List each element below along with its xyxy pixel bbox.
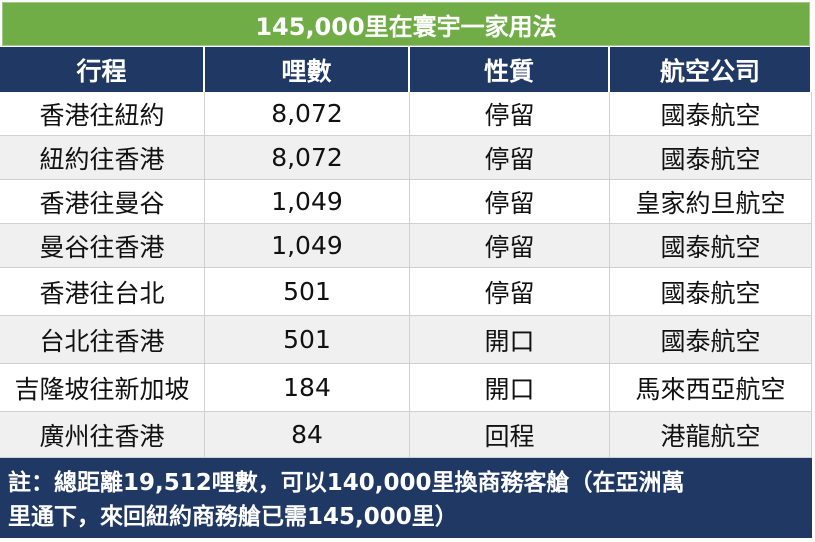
table-cell: 國泰航空 bbox=[610, 92, 812, 136]
table-cell: 曼谷往香港 bbox=[0, 224, 205, 268]
table-cell: 吉隆坡往新加坡 bbox=[0, 364, 205, 412]
table-cell: 國泰航空 bbox=[610, 136, 812, 180]
table-cell: 紐約往香港 bbox=[0, 136, 205, 180]
table-cell: 回程 bbox=[410, 412, 610, 458]
header-cell: 性質 bbox=[410, 47, 610, 92]
table-cell: 501 bbox=[205, 268, 410, 316]
footnote-line: 里通下，來回紐約商務艙已需145,000里） bbox=[8, 504, 458, 530]
table-cell: 港龍航空 bbox=[610, 412, 812, 458]
table-cell: 1,049 bbox=[205, 180, 410, 224]
table-cell: 開口 bbox=[410, 364, 610, 412]
table-cell: 開口 bbox=[410, 316, 610, 364]
table-cell: 台北往香港 bbox=[0, 316, 205, 364]
table-cell: 停留 bbox=[410, 180, 610, 224]
table-cell: 501 bbox=[205, 316, 410, 364]
table-cell: 香港往紐約 bbox=[0, 92, 205, 136]
table-cell: 香港往台北 bbox=[0, 268, 205, 316]
footnote-line: 註：總距離19,512哩數，可以140,000里換商務客艙（在亞洲萬 bbox=[8, 470, 685, 496]
header-cell: 航空公司 bbox=[610, 47, 812, 92]
table-title: 145,000里在寰宇一家用法 bbox=[2, 2, 810, 46]
table-cell: 停留 bbox=[410, 268, 610, 316]
table-cell: 馬來西亞航空 bbox=[610, 364, 812, 412]
table-cell: 國泰航空 bbox=[610, 268, 812, 316]
table-cell: 8,072 bbox=[205, 92, 410, 136]
table-cell: 停留 bbox=[410, 92, 610, 136]
table-cell: 8,072 bbox=[205, 136, 410, 180]
table-cell: 廣州往香港 bbox=[0, 412, 205, 458]
table-cell: 皇家約旦航空 bbox=[610, 180, 812, 224]
footnote: 註：總距離19,512哩數，可以140,000里換商務客艙（在亞洲萬 里通下，來回… bbox=[0, 458, 812, 538]
table-cell: 國泰航空 bbox=[610, 316, 812, 364]
table-cell: 停留 bbox=[410, 224, 610, 268]
table-cell: 香港往曼谷 bbox=[0, 180, 205, 224]
table-cell: 停留 bbox=[410, 136, 610, 180]
table-cell: 184 bbox=[205, 364, 410, 412]
table-cell: 1,049 bbox=[205, 224, 410, 268]
header-cell: 行程 bbox=[0, 47, 205, 92]
table-cell: 國泰航空 bbox=[610, 224, 812, 268]
table-cell: 84 bbox=[205, 412, 410, 458]
header-cell: 哩數 bbox=[205, 47, 410, 92]
